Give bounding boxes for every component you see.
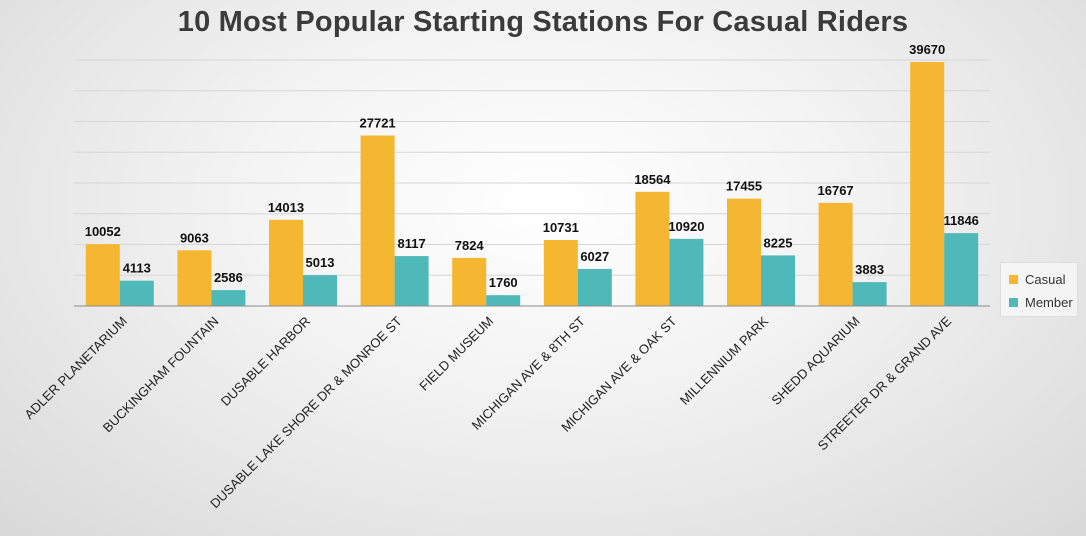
bar-member [577,268,612,306]
data-labels: 10052 4113 9063 2586 14013 5013 27721 8117 7824 1… [85,42,979,290]
data-label-casual: 9063 [180,230,209,245]
bar-member [944,233,979,306]
data-label-member: 5013 [306,255,335,270]
bar-member [303,275,337,306]
bar-casual [818,202,853,306]
bar-member [394,256,429,306]
bar-casual [452,257,487,306]
bar-casual [85,244,120,306]
data-label-member: 8225 [764,235,793,250]
bar-casual [269,219,303,306]
legend: Casual Member [1000,262,1078,317]
data-label-casual: 10052 [85,224,121,239]
bar-member [486,295,521,306]
legend-item-casual: Casual [1009,268,1077,291]
legend-swatch-casual [1009,275,1018,284]
data-label-casual: 16767 [818,183,854,198]
bar-member [669,238,704,306]
data-label-member: 10920 [668,219,704,234]
data-label-casual: 17455 [726,179,762,194]
data-label-casual: 10731 [543,220,579,235]
bar-member [761,255,795,306]
gridlines [74,59,990,276]
bar-member [211,290,246,306]
data-label-casual: 7824 [455,238,485,253]
data-label-casual: 27721 [360,116,396,131]
category-tick-label: FIELD MUSEUM [416,314,496,394]
bar-casual [177,250,212,306]
bar-casual [543,240,578,306]
category-tick-label: DUSABLE HARBOR [218,314,313,409]
category-tick-label: MILLENNIUM PARK [677,313,771,407]
data-label-member: 6027 [580,249,609,264]
bar-member [852,282,887,306]
data-label-member: 1760 [489,275,518,290]
data-label-member: 11846 [943,213,978,228]
data-label-member: 8117 [397,236,425,251]
category-tick-label: DUSABLE LAKE SHORE DR & MONROE ST [207,313,405,511]
bar-member [119,280,154,306]
category-tick-label: ADLER PLANETARIUM [21,314,130,423]
legend-swatch-member [1009,298,1018,307]
data-label-casual: 18564 [634,172,671,187]
bar-casual [635,191,670,306]
legend-label-member: Member [1025,295,1073,310]
bar-casual [910,62,945,307]
legend-label-casual: Casual [1025,272,1066,287]
legend-item-member: Member [1009,291,1077,314]
data-label-member: 3883 [855,262,884,277]
bar-casual [727,198,761,306]
bar-casual [360,135,395,306]
bars [85,62,979,307]
data-label-member: 4113 [123,261,151,276]
data-label-casual: 39670 [909,42,945,57]
category-tick-label: SHEDD AQUARIUM [768,314,862,408]
data-label-member: 2586 [214,270,243,285]
data-label-casual: 14013 [268,200,304,215]
chart-title: 10 Most Popular Starting Stations For Ca… [177,6,909,38]
